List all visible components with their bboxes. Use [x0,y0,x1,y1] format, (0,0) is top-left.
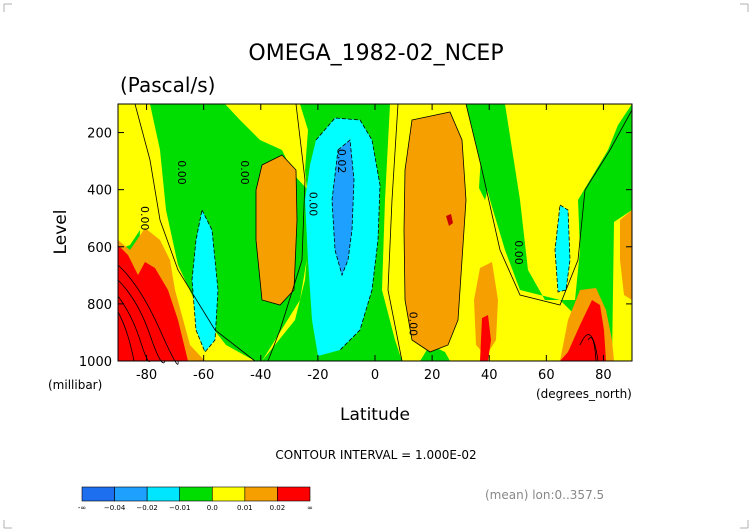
colorbar-label: -∞ [78,504,86,512]
contour-label: 0.00 [512,240,525,265]
colorbar-label: −0.04 [104,504,126,512]
y-tick-label: 400 [87,184,112,199]
region-positive [404,112,466,352]
y-tick-label: 200 [87,127,112,142]
contour-label: 0.00 [306,192,319,217]
contour-label: 0.00 [175,160,188,185]
contour-interval-text: CONTOUR INTERVAL = 1.000E-02 [275,448,476,462]
region-weak-negative-small [479,152,489,200]
colorbar-label: −0.02 [136,504,157,512]
y-axis-label: Level [51,210,71,255]
contour-lines [117,103,633,365]
plot-area: 0.00 0.00 0.00 0.00 0.02 0.00 0.00 [117,103,633,365]
x-axis: -80 -60 -40 -20 0 20 40 60 80 [136,104,612,383]
x-tick-label: 40 [481,368,498,383]
chart-subtitle: (Pascal/s) [120,73,215,97]
x-tick-label: 0 [371,368,379,383]
colorbar-swatch [114,486,148,502]
contour-label: 0.02 [335,149,348,174]
colorbar-label: ∞ [307,504,313,512]
contour-label: 0.00 [238,160,251,185]
colorbar-label: 0.02 [270,504,286,512]
region-positive [474,262,498,356]
x-tick-label: 20 [424,368,441,383]
negative-contour [191,208,219,353]
region-positive [620,210,632,300]
region-dark-positive-spot [446,214,453,226]
colorbar-swatch [81,486,115,502]
colorbar-swatch [277,486,311,502]
x-tick-label: -40 [250,368,271,383]
region-negative [192,210,218,352]
zero-contour [465,103,633,306]
colorbar: -∞ −0.04 −0.02 −0.01 0.0 0.01 0.02 ∞ [78,486,313,512]
zero-contour [134,103,256,362]
region-strong-positive [480,315,491,361]
contour-label: 0.00 [406,312,419,337]
x-tick-label: -80 [136,368,157,383]
colorbar-swatch [211,486,246,502]
x-tick-label: -60 [193,368,214,383]
x-tick-label: 60 [538,368,555,383]
x-tick-label: 80 [595,368,612,383]
chart-title: OMEGA_1982-02_NCEP [248,41,503,66]
colorbar-swatch [146,486,181,502]
colorbar-label: −0.01 [169,504,190,512]
x-axis-label: Latitude [340,405,410,425]
region-negative [555,205,570,292]
negative-contour [554,204,571,293]
y-tick-label: 800 [87,298,112,313]
colorbar-swatch [244,486,278,502]
crop-marks [3,3,749,529]
contour-label: 0.00 [138,206,151,231]
y-tick-label: 1000 [79,355,112,370]
footnote: (mean) lon:0..357.5 [485,488,604,502]
region-strong-negative [332,140,354,275]
zero-contour [387,103,403,362]
colorbar-label: 0.0 [207,504,218,512]
colorbar-label: 0.01 [237,504,253,512]
colorbar-swatch [179,486,213,502]
x-tick-label: -20 [307,368,328,383]
negative-contour [315,117,381,351]
region-strong-positive [118,245,188,361]
negative-contour [331,139,355,277]
y-tick-label: 600 [87,241,112,256]
contour-labels: 0.00 0.00 0.00 0.00 0.02 0.00 0.00 [138,149,525,336]
y-axis: 200 400 600 800 1000 [79,127,632,370]
x-units-label: (degrees_north) [536,387,632,401]
region-positive [256,155,297,305]
y-units-label: (millibar) [48,378,102,392]
zero-contour [267,103,306,362]
